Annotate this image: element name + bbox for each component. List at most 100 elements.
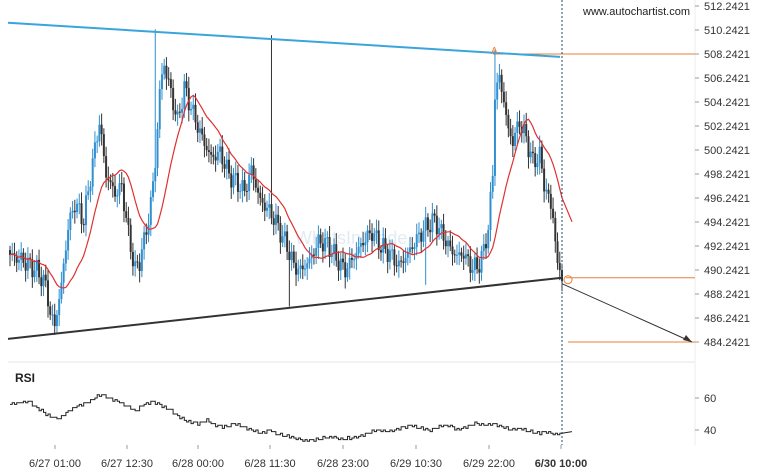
candle-body: [216, 151, 219, 161]
candle-body: [245, 191, 248, 193]
candle-body: [207, 150, 210, 153]
candle-body: [53, 314, 56, 327]
candle-body: [339, 258, 342, 271]
candle-body: [120, 183, 123, 185]
candle-body: [375, 230, 378, 234]
rsi-title: RSI: [15, 371, 35, 385]
rsi-line: [10, 394, 573, 442]
time-axis: 6/27 01:00 6/27 12:30 6/28 00:00 6/28 11:30…: [29, 445, 587, 470]
candle-body: [259, 192, 262, 199]
candle-body: [491, 175, 494, 192]
candle-body: [348, 257, 351, 269]
candle-body: [201, 128, 204, 135]
candle-body: [51, 314, 54, 316]
candle-body: [487, 229, 490, 249]
candle-body: [326, 237, 329, 239]
candle-body: [228, 159, 231, 174]
candle-body: [172, 87, 175, 111]
candle-body: [462, 255, 465, 259]
candle-body: [431, 213, 434, 233]
candle-body: [330, 254, 333, 258]
candle-body: [449, 240, 452, 247]
candle-body: [60, 282, 63, 300]
candle-body: [404, 257, 407, 263]
candle-body: [17, 259, 20, 263]
candle-body: [341, 258, 344, 263]
candle-body: [84, 195, 87, 226]
rsi-tick-label: 60: [704, 393, 716, 405]
candle-body: [176, 111, 179, 115]
candle-body: [350, 257, 353, 260]
candle-body: [203, 134, 206, 146]
candle-body: [301, 265, 304, 270]
candle-body: [529, 151, 532, 158]
candle-body: [420, 232, 423, 242]
candle-body: [196, 122, 199, 133]
candle-body: [498, 74, 501, 83]
candle-body: [467, 254, 470, 257]
candle-body: [346, 268, 349, 278]
candle-body: [290, 251, 293, 261]
candle-body: [453, 254, 456, 256]
price-tick-label: 512.2421: [704, 1, 750, 13]
candle-body: [393, 249, 396, 266]
candle-body: [268, 204, 271, 208]
candle-body: [433, 213, 436, 216]
candle-body: [397, 260, 400, 267]
candle-body: [239, 191, 242, 193]
candle-body: [480, 250, 483, 273]
price-tick-label: 490.2421: [704, 265, 750, 277]
moving-average: [9, 94, 573, 289]
candle-body: [523, 123, 526, 134]
candle-body: [406, 251, 409, 258]
candle-body: [205, 145, 208, 151]
candle-body: [402, 261, 405, 263]
candle-body: [241, 180, 244, 192]
candle-body: [281, 236, 284, 243]
candle-body: [232, 175, 235, 188]
candle-body: [149, 197, 152, 225]
candle-body: [552, 208, 555, 218]
candle-body: [163, 65, 166, 75]
candle-body: [111, 182, 114, 187]
candle-body: [169, 79, 172, 88]
candle-body: [288, 251, 291, 261]
candle-body: [96, 141, 99, 143]
candle-body: [42, 274, 45, 287]
candle-body: [78, 203, 81, 205]
candle-body: [319, 234, 322, 244]
candle-body: [114, 186, 117, 197]
candle-body: [270, 204, 273, 219]
candle-body: [105, 156, 108, 178]
candle-body: [33, 270, 36, 278]
breakout-marker: [563, 275, 573, 285]
candle-body: [373, 233, 376, 241]
candle-body: [181, 108, 184, 113]
candle-body: [471, 269, 474, 273]
candle-body: [295, 262, 298, 275]
candle-body: [438, 228, 441, 235]
candle-body: [395, 265, 398, 267]
price-tick-label: 502.2421: [704, 121, 750, 133]
price-levels: [493, 53, 695, 343]
candle-body: [337, 260, 340, 271]
candle-body: [400, 260, 403, 262]
candle-body: [15, 255, 18, 263]
candle-body: [9, 250, 11, 255]
candle-body: [482, 244, 485, 251]
candle-body: [514, 132, 517, 146]
candle-body: [277, 214, 280, 224]
candle-body: [507, 114, 510, 129]
candle-body: [435, 215, 438, 235]
time-tick-label: 6/30 10:00: [535, 458, 588, 470]
candle-body: [185, 81, 188, 89]
candle-body: [214, 156, 217, 161]
candle-body: [464, 254, 467, 259]
candle-body: [109, 180, 112, 183]
autochartist-watermark: www.autochartist.com: [582, 6, 690, 18]
candle-body: [297, 268, 300, 275]
candle-body: [525, 123, 528, 137]
candle-body: [496, 82, 499, 100]
candle-body: [476, 257, 479, 270]
candle-body: [152, 181, 155, 198]
